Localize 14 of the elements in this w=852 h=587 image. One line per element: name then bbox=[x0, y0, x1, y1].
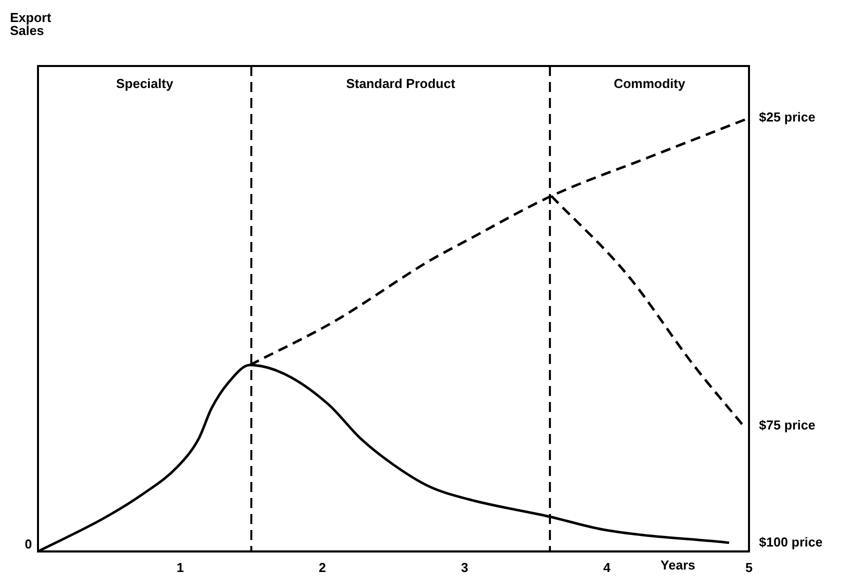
text: Standard Product bbox=[346, 76, 456, 92]
x-tick-label: 4 bbox=[603, 560, 612, 575]
series-label: $25 price bbox=[759, 110, 816, 125]
text: Commodity bbox=[614, 76, 686, 92]
x-tick-label: 2 bbox=[318, 560, 326, 575]
text: 0 bbox=[24, 536, 32, 552]
x-tick-label: 1 bbox=[176, 560, 184, 575]
text: Export Sales bbox=[10, 10, 52, 38]
x-tick-label: 5 bbox=[745, 560, 753, 575]
text: $100 price bbox=[759, 534, 823, 550]
text: Specialty bbox=[116, 76, 174, 92]
series-label: $75 price bbox=[759, 417, 816, 432]
x-axis-title: Years bbox=[660, 557, 696, 572]
x-tick-label: 3 bbox=[460, 560, 468, 575]
